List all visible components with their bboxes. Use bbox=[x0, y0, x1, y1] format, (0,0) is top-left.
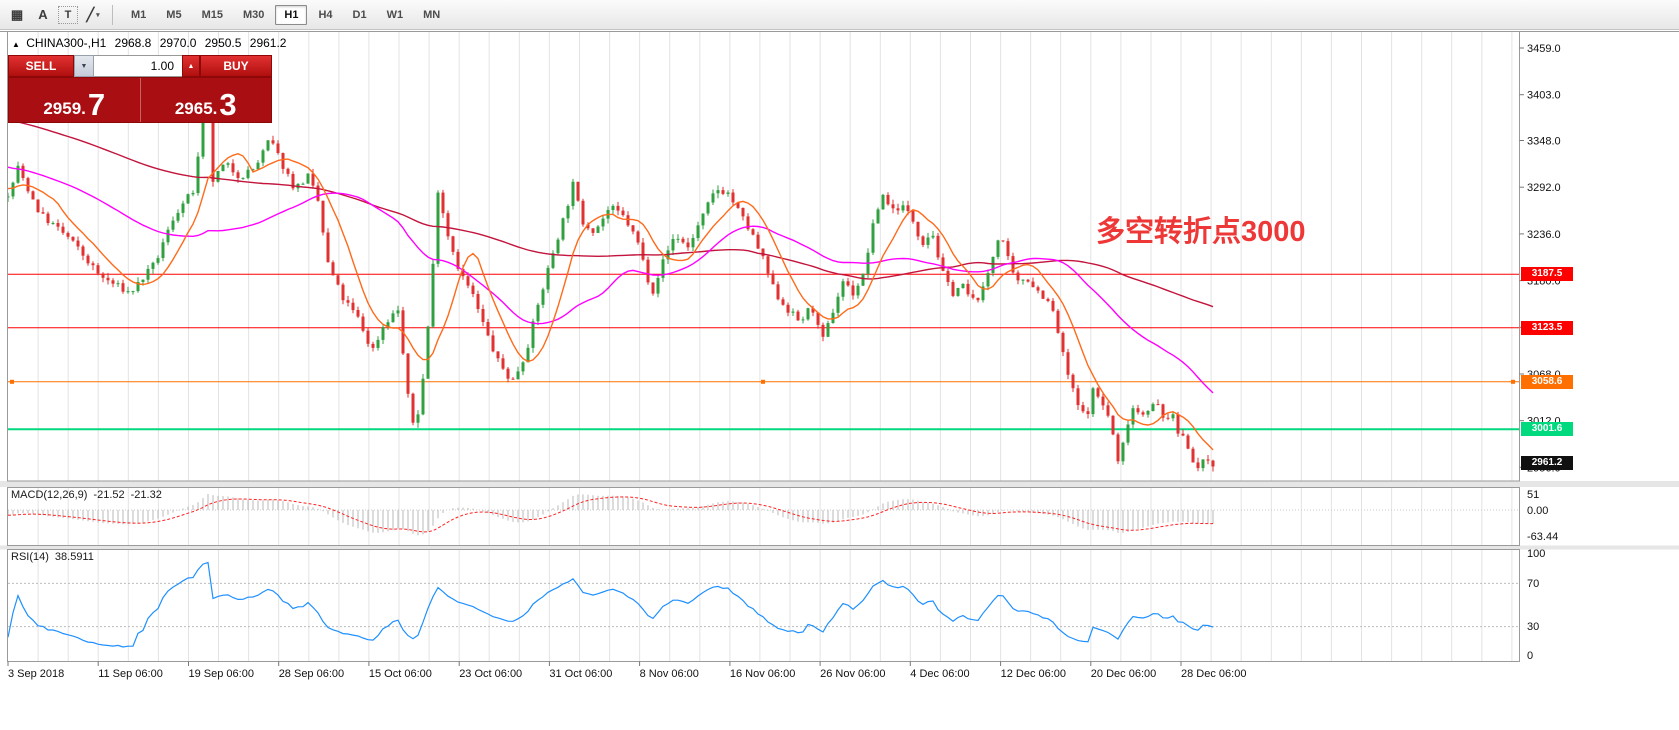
volume-input[interactable] bbox=[94, 55, 182, 77]
sell-price-big-digit: 7 bbox=[87, 87, 106, 122]
ohlc-low: 2950.5 bbox=[204, 36, 242, 50]
svg-text:31 Oct 06:00: 31 Oct 06:00 bbox=[549, 668, 612, 680]
ohlc-open: 2968.8 bbox=[114, 36, 152, 50]
timeframe-m30[interactable]: M30 bbox=[242, 8, 265, 21]
grid-lines bbox=[37, 32, 1513, 661]
svg-text:100: 100 bbox=[1527, 548, 1545, 560]
macd-plot bbox=[8, 494, 1519, 536]
svg-text:3348.0: 3348.0 bbox=[1527, 136, 1561, 148]
chart-canvas[interactable]: 3459.03403.03348.03292.03236.03180.03124… bbox=[0, 30, 1679, 730]
price-badge-2961.2: 2961.2 bbox=[1521, 456, 1573, 470]
volume-decrease-button[interactable]: ▼ bbox=[74, 55, 94, 77]
one-click-trading-panel: SELL ▼ ▲ BUY 2959. 7 2965. 3 bbox=[8, 55, 272, 123]
svg-text:26 Nov 06:00: 26 Nov 06:00 bbox=[820, 668, 885, 680]
svg-text:11 Sep 06:00: 11 Sep 06:00 bbox=[98, 668, 163, 680]
ohlc-high: 2970.0 bbox=[159, 36, 197, 50]
svg-text:16 Nov 06:00: 16 Nov 06:00 bbox=[730, 668, 795, 680]
svg-text:3 Sep 2018: 3 Sep 2018 bbox=[8, 668, 64, 680]
svg-text:8 Nov 06:00: 8 Nov 06:00 bbox=[640, 668, 699, 680]
arrow-text-icon[interactable]: A bbox=[38, 7, 48, 22]
svg-text:20 Dec 06:00: 20 Dec 06:00 bbox=[1091, 668, 1156, 680]
macd-main-value: -21.52 bbox=[93, 489, 125, 501]
rsi-header: RSI(14) 38.5911 bbox=[11, 551, 100, 563]
svg-text:28 Dec 06:00: 28 Dec 06:00 bbox=[1181, 668, 1246, 680]
horizontal-level-lines[interactable] bbox=[8, 273, 1519, 431]
volume-increase-button[interactable]: ▲ bbox=[182, 55, 200, 77]
panel-borders bbox=[0, 31, 1679, 662]
caret-down-icon: ▾ bbox=[96, 11, 100, 19]
svg-text:51: 51 bbox=[1527, 489, 1539, 501]
svg-text:3459.0: 3459.0 bbox=[1527, 43, 1561, 55]
buy-price-big-digit: 3 bbox=[219, 87, 237, 122]
svg-text:3236.0: 3236.0 bbox=[1527, 229, 1561, 241]
svg-text:12 Dec 06:00: 12 Dec 06:00 bbox=[1001, 668, 1066, 680]
chart-area: 3459.03403.03348.03292.03236.03180.03124… bbox=[0, 30, 1679, 730]
svg-text:30: 30 bbox=[1527, 621, 1539, 633]
chart-grid-icon[interactable]: ▦ bbox=[10, 6, 24, 22]
toolbar-separator bbox=[112, 4, 113, 25]
svg-text:19 Sep 06:00: 19 Sep 06:00 bbox=[189, 668, 254, 680]
symbol-header: ▲ CHINA300-,H1 2968.8 2970.0 2950.5 2961… bbox=[12, 36, 291, 50]
svg-text:-63.44: -63.44 bbox=[1527, 531, 1558, 543]
timeframe-mn[interactable]: MN bbox=[423, 8, 441, 21]
svg-text:15 Oct 06:00: 15 Oct 06:00 bbox=[369, 668, 432, 680]
sell-price-main: 2959. bbox=[43, 99, 86, 118]
timeframe-h4[interactable]: H4 bbox=[318, 8, 333, 21]
trendline-tool-icon[interactable]: ╱ ▾ bbox=[82, 4, 104, 26]
candlesticks bbox=[8, 82, 1215, 472]
sell-price-display[interactable]: 2959. 7 bbox=[9, 78, 141, 122]
ohlc-close: 2961.2 bbox=[249, 36, 287, 50]
svg-text:23 Oct 06:00: 23 Oct 06:00 bbox=[459, 668, 522, 680]
svg-text:0.00: 0.00 bbox=[1527, 505, 1548, 517]
buy-button[interactable]: BUY bbox=[200, 55, 272, 77]
time-axis[interactable]: 3 Sep 2018 11 Sep 06:00 19 Sep 06:00 28 Sep… bbox=[7, 661, 1246, 681]
svg-text:70: 70 bbox=[1527, 578, 1539, 590]
rsi-value: 38.5911 bbox=[54, 551, 94, 563]
macd-name: MACD(12,26,9) bbox=[11, 489, 88, 501]
price-badge-3001.6: 3001.6 bbox=[1521, 422, 1573, 436]
chart-annotation-text: 多空转折点3000 bbox=[1096, 216, 1306, 248]
macd-signal-value: -21.32 bbox=[130, 489, 162, 501]
svg-text:4 Dec 06:00: 4 Dec 06:00 bbox=[910, 668, 969, 680]
rsi-name: RSI(14) bbox=[11, 551, 49, 563]
svg-text:3403.0: 3403.0 bbox=[1527, 90, 1561, 102]
timeframe-h1[interactable]: H1 bbox=[275, 4, 308, 25]
timeframe-m1[interactable]: M1 bbox=[131, 8, 147, 21]
macd-header: MACD(12,26,9) -21.52 -21.32 bbox=[11, 489, 168, 501]
symbol-title: CHINA300-,H1 bbox=[26, 36, 107, 50]
toolbar: ▦ A T ╱ ▾ M1 M5 M15 M30 H1 H4 D1 W1 MN bbox=[0, 0, 1679, 30]
timeframe-d1[interactable]: D1 bbox=[352, 8, 367, 21]
timeframe-m5[interactable]: M5 bbox=[166, 8, 182, 21]
sell-button[interactable]: SELL bbox=[8, 55, 74, 77]
buy-price-main: 2965. bbox=[174, 99, 218, 118]
timeframe-w1[interactable]: W1 bbox=[386, 8, 404, 21]
svg-text:3292.0: 3292.0 bbox=[1527, 182, 1561, 194]
collapse-triangle-icon[interactable]: ▲ bbox=[12, 40, 20, 49]
trendline-glyph: ╱ bbox=[86, 6, 95, 22]
moving-average-lines bbox=[8, 119, 1214, 451]
buy-price-display[interactable]: 2965. 3 bbox=[141, 78, 272, 122]
price-badge-3058.6: 3058.6 bbox=[1521, 375, 1573, 389]
svg-text:28 Sep 06:00: 28 Sep 06:00 bbox=[279, 668, 344, 680]
price-axis[interactable]: 3459.03403.03348.03292.03236.03180.03124… bbox=[1519, 43, 1561, 662]
rsi-plot bbox=[8, 561, 1519, 648]
timeframe-m15[interactable]: M15 bbox=[201, 8, 223, 21]
svg-text:0: 0 bbox=[1527, 650, 1533, 662]
price-badge-3187.5: 3187.5 bbox=[1521, 267, 1573, 281]
price-badge-3123.5: 3123.5 bbox=[1521, 321, 1573, 335]
text-label-icon[interactable]: T bbox=[58, 5, 78, 24]
timeframe-buttons: M1 M5 M15 M30 H1 H4 D1 W1 MN bbox=[121, 4, 450, 25]
